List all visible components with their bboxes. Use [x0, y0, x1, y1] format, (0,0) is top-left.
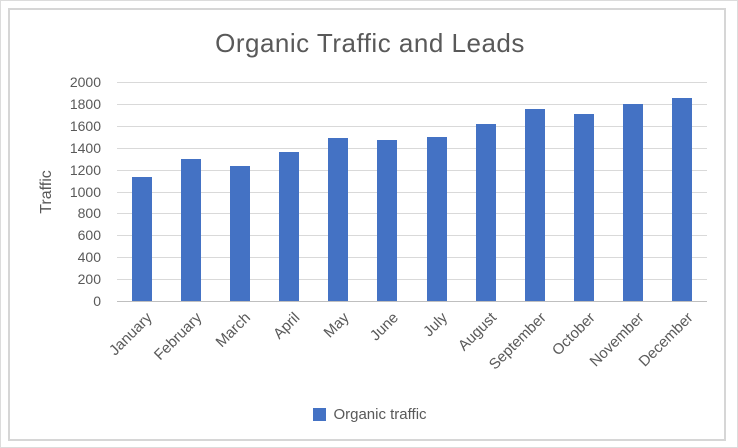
y-tick-label-200: 200	[77, 271, 101, 288]
chart-title: Organic Traffic and Leads	[215, 28, 525, 58]
y-tick-label-600: 600	[77, 227, 101, 244]
legend: Organic traffic	[1, 404, 737, 424]
bar-december	[672, 98, 693, 301]
bar-june	[377, 140, 398, 301]
bar-november	[623, 103, 644, 301]
y-tick-label-1800: 1800	[69, 95, 101, 112]
y-tick-label-1400: 1400	[69, 139, 101, 156]
bar-july	[426, 136, 447, 301]
bar-august	[475, 123, 496, 301]
gridline-600	[117, 235, 707, 237]
y-tick-label-1200: 1200	[69, 161, 101, 178]
plot-area	[117, 82, 707, 302]
bar-march	[229, 166, 250, 301]
y-tick-label-2000: 2000	[69, 74, 101, 90]
legend-label: Organic traffic	[333, 405, 427, 423]
bar-february	[180, 158, 201, 301]
gridline-1600	[117, 125, 707, 127]
gridline-400	[117, 257, 707, 259]
bar-october	[574, 113, 595, 301]
gridline-1000	[117, 191, 707, 193]
gridline-800	[117, 213, 707, 215]
y-tick-label-0: 0	[93, 293, 101, 309]
bar-april	[279, 152, 300, 301]
chart-border-frame	[8, 8, 726, 441]
y-tick-label-800: 800	[77, 205, 101, 222]
legend-swatch-organic-traffic	[313, 407, 327, 421]
gridline-1400	[117, 147, 707, 149]
y-tick-label-400: 400	[77, 249, 101, 266]
gridline-1200	[117, 169, 707, 171]
gridline-2000	[117, 82, 707, 83]
bar-september	[524, 109, 545, 301]
bar-may	[328, 137, 349, 301]
bar-january	[131, 177, 152, 301]
gridline-1800	[117, 103, 707, 105]
y-tick-label-1000: 1000	[69, 183, 101, 200]
gridline-200	[117, 279, 707, 281]
y-tick-label-1600: 1600	[69, 117, 101, 134]
